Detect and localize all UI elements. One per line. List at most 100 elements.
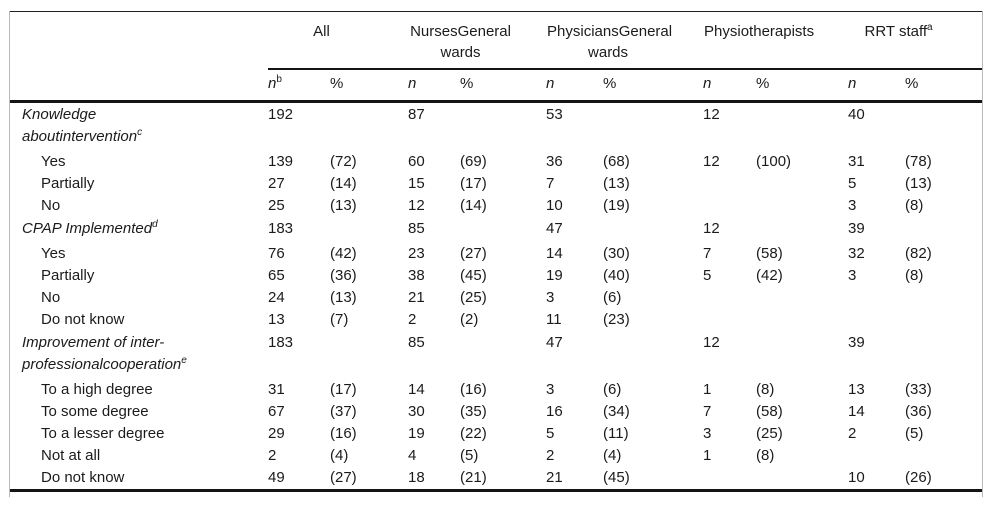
data-cell: (4) [603,447,622,464]
data-cell: 14 [848,403,865,420]
data-cell: 12 [408,197,425,214]
data-cell: (17) [330,381,357,398]
subheader-label: % [330,75,344,92]
table-row: Improvement of inter-professionalcoopera… [10,331,982,379]
data-cell: (33) [905,381,932,398]
data-cell: 38 [408,267,425,284]
row-label: To a lesser degree [10,423,268,445]
row-label-text: Not at all [41,447,101,464]
data-cell [703,195,756,217]
row-label: Yes [10,151,268,173]
subheader-label: n [408,75,417,92]
data-cell: 14 [408,381,425,398]
table-header: All NursesGeneral wards PhysiciansGeneral… [10,11,983,103]
data-cell: (17) [460,175,487,192]
data-cell: (58) [756,245,783,262]
row-label-text: To a high degree [41,381,153,398]
data-cell: 4 [408,447,417,464]
data-cell: 3 [546,289,555,306]
data-cell [603,102,703,152]
data-cell: (5) [460,447,479,464]
row-label-text: Improvement of inter- [22,334,165,351]
data-cell: 16 [546,403,563,420]
data-cell: (100) [756,153,792,170]
data-cell: 32 [848,245,865,262]
data-cell: 7 [546,175,555,192]
subheader-n: n [546,69,604,103]
data-cell [756,195,848,217]
subheader-label: % [603,75,617,92]
group-header-nurses: NursesGeneral wards [408,11,547,70]
data-cell: 21 [408,289,425,306]
data-cell: 53 [546,106,563,123]
footnote-marker: e [181,355,187,366]
row-label-text-line2: aboutintervention [22,128,138,145]
table-row: Do not know 13 (7) 2 (2) 11 (23) [10,309,982,331]
data-cell: 24 [268,289,285,306]
row-label: Knowledge aboutinterventionc [10,102,268,152]
group-header-physicians: PhysiciansGeneral wards [546,11,704,70]
data-cell: (40) [603,267,630,284]
data-cell: 23 [408,245,425,262]
data-cell [603,217,703,243]
data-cell [330,217,408,243]
row-label: Do not know [10,467,268,491]
data-cell: 85 [408,334,425,351]
subheader-n: nb [268,69,330,103]
group-label: All [313,23,330,40]
subheader-pct: % [905,69,983,103]
data-cell [756,331,848,379]
data-cell: (8) [905,267,924,284]
data-cell: (5) [905,425,924,442]
subheader-pct: % [460,69,547,103]
table-row: CPAP Implementedd 183 85 47 12 39 [10,217,982,243]
row-label-text: No [41,289,61,306]
table-row: No 24 (13) 21 (25) 3 (6) [10,287,982,309]
footnote-marker: a [927,22,933,33]
data-cell: 49 [268,469,285,486]
subheader-pct: % [330,69,409,103]
subheader-n: n [703,69,757,103]
table-row: Partially 65 (36) 38 (45) 19 (40) 5 (42) 3 (8) [10,265,982,287]
subheader-pct: % [756,69,849,103]
subheader-label: n [703,75,712,92]
data-cell [703,173,756,195]
data-cell: 47 [546,334,563,351]
data-cell: 12 [703,106,720,123]
data-cell: (42) [756,267,783,284]
data-cell: 2 [546,447,555,464]
data-cell: 39 [848,220,865,237]
data-cell: 3 [703,425,712,442]
row-label-text: Partially [41,175,95,192]
data-cell [905,445,982,467]
data-cell: (11) [603,425,629,442]
data-cell: 14 [546,245,563,262]
data-cell: 40 [848,106,865,123]
data-cell: 31 [848,153,865,170]
group-header-row: All NursesGeneral wards PhysiciansGeneral… [10,11,983,70]
group-label: RRT staff [864,23,928,40]
footnote-marker: d [152,219,158,230]
data-cell: (34) [603,403,630,420]
data-cell: (13) [603,175,630,192]
data-cell [703,309,756,331]
data-cell [756,102,848,152]
group-header-physiotherapists: Physiotherapists [703,11,849,70]
data-cell: (68) [603,153,630,170]
data-cell: 12 [703,334,720,351]
data-cell: 30 [408,403,425,420]
table-row: Yes 76 (42) 23 (27) 14 (30) 7 (58) 32 (82) [10,243,982,265]
data-cell: (36) [330,267,357,284]
data-cell: (58) [756,403,783,420]
footnote-marker: c [137,127,143,138]
row-label-text: No [41,197,61,214]
data-cell: (2) [460,311,479,328]
subheader-pct: % [603,69,704,103]
data-cell: 5 [703,267,712,284]
data-cell [756,309,848,331]
table-row: Yes 139 (72) 60 (69) 36 (68) 12 (100) 31 (78) [10,151,982,173]
data-cell: (7) [330,311,349,328]
data-cell: 18 [408,469,425,486]
row-label: No [10,287,268,309]
subheader-empty [10,69,268,103]
